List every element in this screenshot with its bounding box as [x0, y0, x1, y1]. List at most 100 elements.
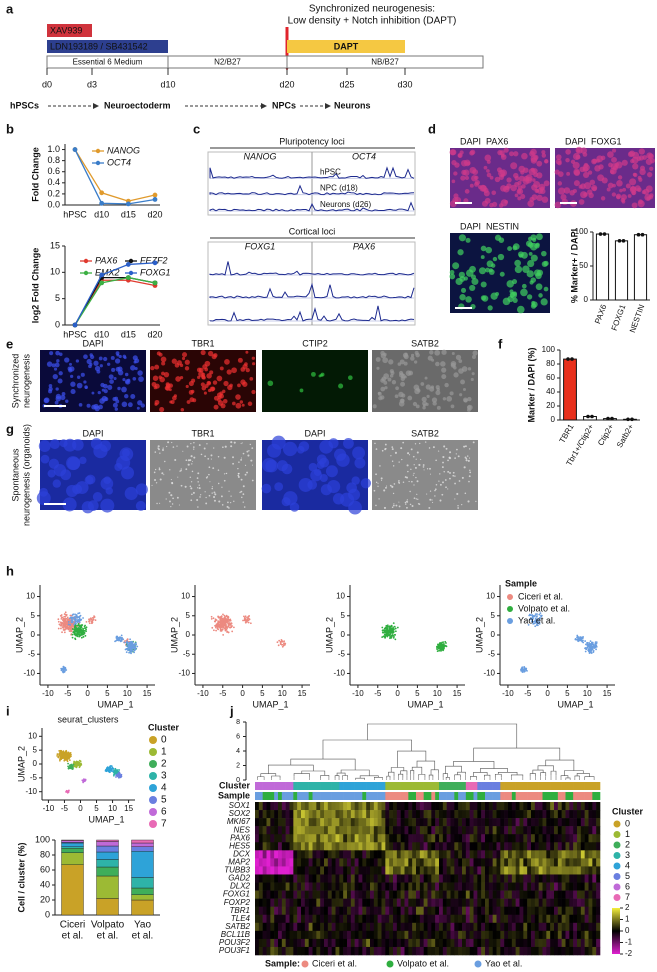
cell-point [67, 792, 69, 794]
cell [573, 153, 580, 160]
heat-cell [301, 883, 305, 891]
heat-cell [263, 891, 267, 899]
heat-cell [489, 842, 493, 850]
x-tick-label: -10 [197, 689, 209, 698]
cell [532, 238, 536, 242]
bar-segment [62, 847, 84, 849]
cell [77, 383, 83, 389]
cell [115, 407, 118, 410]
cell-point [64, 631, 66, 633]
heat-cell [569, 874, 573, 882]
cell [199, 484, 200, 485]
heat-cell [274, 826, 278, 834]
heat-cell [359, 842, 363, 850]
cell-point [64, 625, 66, 627]
cell [199, 496, 201, 498]
cell [528, 237, 532, 241]
dendro-branch [268, 765, 313, 774]
heat-cell [554, 858, 558, 866]
cell [87, 359, 92, 364]
cell [240, 367, 245, 372]
sample-cell [301, 792, 305, 800]
heat-cell [451, 858, 455, 866]
heat-cell [428, 891, 432, 899]
heat-cell [339, 850, 343, 858]
scatter [381, 622, 447, 652]
cell-point [132, 641, 134, 643]
heat-cell [451, 850, 455, 858]
cell-point [222, 614, 224, 616]
cell [400, 399, 405, 404]
cell [544, 287, 549, 292]
cell [647, 172, 652, 177]
heat-cell [531, 858, 535, 866]
heat-cell [286, 858, 290, 866]
heat-cell [393, 826, 397, 834]
cell [611, 157, 617, 163]
cell [444, 383, 448, 387]
y-tick-label: -5 [30, 773, 38, 782]
cell-point [84, 780, 86, 782]
heat-cell [382, 810, 386, 818]
heat-cell [477, 858, 481, 866]
channel-label: CTIP2 [302, 338, 328, 348]
cell [218, 500, 220, 502]
bar-segment [97, 842, 119, 847]
x-tick-label: et al. [62, 931, 84, 942]
heat-cell [573, 883, 577, 891]
heat-cell [343, 850, 347, 858]
heat-cell [366, 883, 370, 891]
heat-cell [270, 826, 274, 834]
cell [98, 391, 101, 394]
row-label: Spontaneous [10, 448, 20, 502]
heat-cell [539, 842, 543, 850]
cell [53, 479, 61, 487]
cell-point [394, 628, 396, 630]
cell [485, 268, 490, 273]
cell [415, 467, 417, 469]
cell [532, 168, 538, 174]
channel-label: SATB2 [411, 428, 439, 438]
heat-cell [466, 834, 470, 842]
cell [41, 455, 50, 464]
heat-cell [313, 866, 317, 874]
cell-point [389, 635, 391, 637]
cell-point [75, 630, 77, 632]
cell [191, 463, 192, 464]
heat-cell [474, 802, 478, 810]
heat-cell [477, 826, 481, 834]
cell [205, 497, 206, 498]
heat-cell [282, 883, 286, 891]
cell [392, 461, 393, 462]
cell-point [441, 649, 443, 651]
heat-cell [351, 850, 355, 858]
heat-cell [558, 874, 562, 882]
heat-cell [489, 858, 493, 866]
cell [457, 505, 458, 506]
cell [461, 504, 462, 505]
channel-label: TBR1 [191, 428, 214, 438]
heat-cell [543, 850, 547, 858]
x-tick-label: -5 [524, 689, 532, 698]
cell [154, 472, 156, 474]
cell [190, 443, 191, 444]
x-tick-label: 5 [260, 689, 265, 698]
cell [193, 446, 195, 448]
cell [393, 505, 395, 507]
cell-point [593, 644, 595, 646]
cell [248, 402, 252, 406]
heat-cell [573, 802, 577, 810]
dendro-branch [360, 776, 378, 778]
cell [618, 175, 622, 179]
heat-cell [366, 802, 370, 810]
dendro-branch [398, 751, 426, 767]
cell [427, 468, 428, 469]
heat-cell [428, 850, 432, 858]
micrograph [150, 350, 256, 412]
cell-point [84, 627, 86, 629]
sample-cell [562, 792, 566, 800]
heat-cell [558, 834, 562, 842]
heat-cell [443, 891, 447, 899]
cell-point [282, 644, 284, 646]
heat-cell [332, 802, 336, 810]
